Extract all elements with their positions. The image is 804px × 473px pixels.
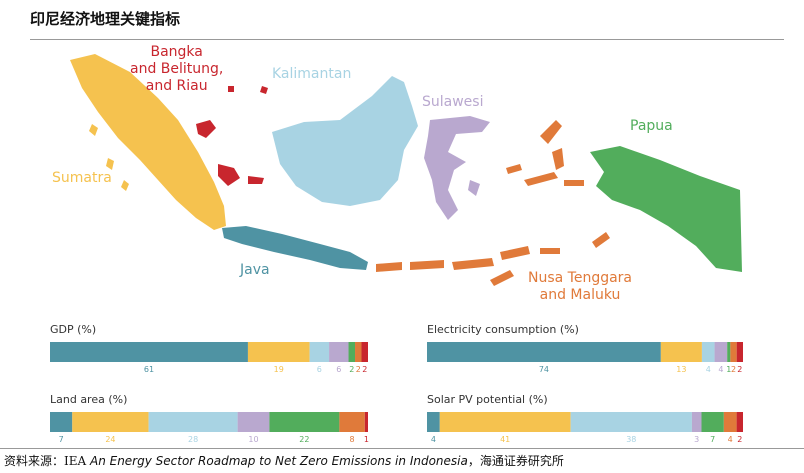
bar-segment <box>269 412 340 432</box>
data-label: 41 <box>500 435 510 444</box>
data-label: 2 <box>731 365 736 374</box>
data-label: 19 <box>274 365 284 374</box>
region-label-nusa: Nusa Tenggara and Maluku <box>528 270 632 304</box>
map-sumatra-islands <box>89 124 129 191</box>
data-label: 3 <box>694 435 699 444</box>
bar-segment <box>570 412 692 432</box>
data-label: 24 <box>105 435 115 444</box>
data-label: 7 <box>59 435 64 444</box>
region-label-java: Java <box>240 262 270 278</box>
data-label: 7 <box>710 435 715 444</box>
data-label: 4 <box>431 435 436 444</box>
data-label: 2 <box>362 365 367 374</box>
bar-segment <box>237 412 270 432</box>
data-label: 74 <box>539 365 549 374</box>
bar-segment <box>701 412 724 432</box>
chart-title: Electricity consumption (%) <box>427 323 579 336</box>
data-label: 4 <box>706 365 711 374</box>
bar-segment <box>701 342 715 362</box>
bar-segment <box>736 342 743 362</box>
data-label: 8 <box>350 435 355 444</box>
bar-segment <box>723 412 737 432</box>
bar-segment <box>736 412 743 432</box>
bar-segment <box>727 342 731 362</box>
data-label: 4 <box>728 435 733 444</box>
region-label-nusa-line: Nusa Tenggara <box>528 270 633 286</box>
bar-segment <box>148 412 238 432</box>
bar-segment <box>427 412 440 432</box>
data-label: 4 <box>718 365 723 374</box>
bar-segment <box>364 412 368 432</box>
region-label-nusa-line: and Maluku <box>539 287 621 303</box>
data-label: 10 <box>248 435 258 444</box>
data-label: 38 <box>626 435 636 444</box>
bar-segment <box>329 342 349 362</box>
data-label: 22 <box>299 435 309 444</box>
bar-segment <box>50 342 248 362</box>
data-label: 2 <box>356 365 361 374</box>
page-title: 印尼经济地理关键指标 <box>30 10 181 28</box>
data-label: 6 <box>336 365 341 374</box>
map-papua <box>590 146 742 272</box>
source-note: 资料来源：IEA An Energy Sector Roadmap to Net… <box>4 452 564 469</box>
map-svg <box>70 54 742 286</box>
map-java <box>222 226 368 270</box>
source-suffix: ，海通证券研究所 <box>467 454 564 468</box>
region-label-bangka-line: and Belitung, <box>130 61 224 77</box>
region-label-bangka-line: Bangka <box>150 44 203 60</box>
bar-segment <box>691 412 702 432</box>
region-label-bangka: Bangka and Belitung, and Riau <box>130 44 223 95</box>
bar-segment <box>72 412 149 432</box>
bar-segment <box>339 412 365 432</box>
data-label: 28 <box>188 435 198 444</box>
data-label: 1 <box>364 435 369 444</box>
region-label-bangka-line: and Riau <box>145 78 208 94</box>
source-report-title: An Energy Sector Roadmap to Net Zero Emi… <box>89 454 468 468</box>
map-kalimantan <box>272 76 418 206</box>
bar-segment <box>247 342 310 362</box>
data-label: 2 <box>737 435 742 444</box>
bar-segment <box>50 412 73 432</box>
bar-segment <box>660 342 702 362</box>
source-divider <box>0 448 804 449</box>
source-prefix: 资料来源：IEA <box>4 454 90 468</box>
data-label: 13 <box>676 365 686 374</box>
region-label-kalimantan: Kalimantan <box>272 66 352 82</box>
data-label: 2 <box>737 365 742 374</box>
indonesia-map: Sumatra Bangka and Belitung, and Riau Ka… <box>0 40 804 310</box>
title-divider <box>30 39 784 40</box>
map-sumatra <box>70 54 226 230</box>
data-label: 61 <box>144 365 154 374</box>
map-sulawesi <box>424 116 490 220</box>
region-label-papua: Papua <box>630 118 673 134</box>
bar-segment <box>361 342 368 362</box>
chart-title: GDP (%) <box>50 323 96 336</box>
bar-segment <box>439 412 571 432</box>
bar-segment <box>714 342 728 362</box>
data-label: 1 <box>726 365 731 374</box>
data-label: 2 <box>349 365 354 374</box>
chart-title: Land area (%) <box>50 393 127 406</box>
bar-segment <box>427 342 661 362</box>
region-label-sulawesi: Sulawesi <box>422 94 484 110</box>
bar-segment <box>348 342 356 362</box>
chart-title: Solar PV potential (%) <box>427 393 548 406</box>
data-label: 6 <box>317 365 322 374</box>
region-label-sumatra: Sumatra <box>52 170 112 186</box>
map-nusa <box>376 120 610 286</box>
bar-segment <box>309 342 330 362</box>
bar-segment <box>355 342 362 362</box>
bar-segment <box>730 342 737 362</box>
